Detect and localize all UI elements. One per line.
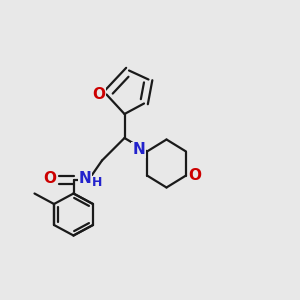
Text: O: O bbox=[92, 87, 106, 102]
Text: N: N bbox=[132, 142, 145, 158]
Text: H: H bbox=[92, 176, 102, 190]
Text: N: N bbox=[79, 171, 91, 186]
Text: O: O bbox=[188, 168, 202, 183]
Text: O: O bbox=[44, 171, 57, 186]
